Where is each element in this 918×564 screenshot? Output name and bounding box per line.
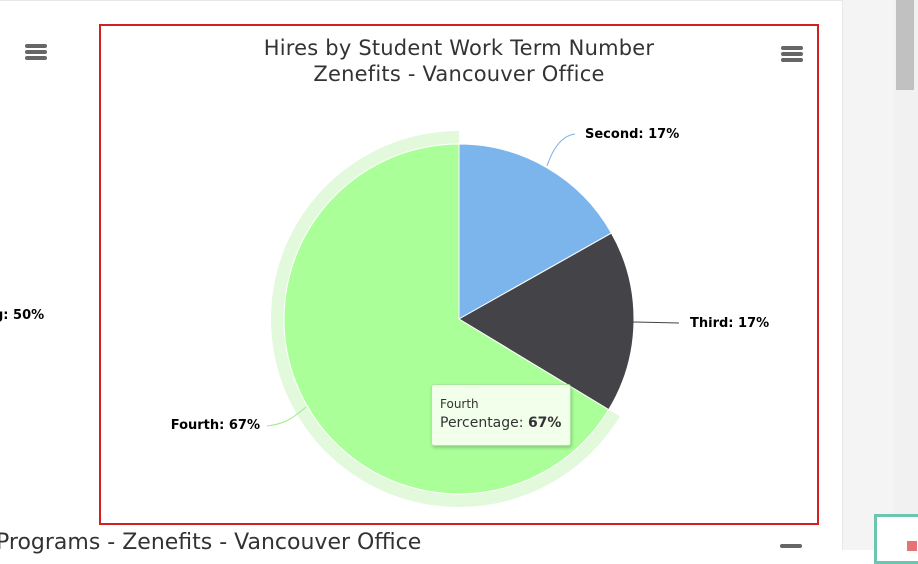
scrollbar-thumb[interactable]	[896, 0, 914, 90]
tooltip-body: Percentage: 67%	[440, 415, 561, 431]
chart-subtitle: Zenefits - Vancouver Office	[313, 62, 605, 86]
pie-chart: Second: 17% Third: 17% Fourth: 67%	[171, 127, 769, 507]
tooltip-label: Percentage:	[440, 415, 528, 431]
data-label-connector-fourth	[266, 406, 307, 427]
next-chart-title: Programs - Zenefits - Vancouver Office	[0, 530, 422, 555]
next-chart-menu-icon[interactable]	[780, 543, 802, 550]
tooltip-header: Fourth	[440, 397, 479, 411]
data-label-third: Third: 17%	[690, 316, 769, 331]
data-label-fourth: Fourth: 67%	[171, 418, 260, 433]
tooltip-value: 67%	[527, 415, 562, 431]
data-label-connector-third	[632, 321, 680, 324]
top-divider	[0, 0, 842, 1]
chart-container: Hires by Student Work Term Number Zenefi…	[99, 24, 819, 525]
pie-slice-second[interactable]	[458, 143, 612, 320]
page-scrollbar[interactable]	[894, 0, 918, 550]
right-side-panel	[842, 0, 895, 550]
left-chart-data-label: g: 50%	[0, 308, 45, 323]
data-label-connector-second	[546, 133, 576, 167]
chart-title: Hires by Student Work Term Number	[263, 36, 655, 60]
chat-widget-button[interactable]	[874, 514, 918, 564]
data-label-second: Second: 17%	[585, 127, 679, 142]
chart-tooltip: Fourth Percentage: 67%	[431, 384, 571, 446]
left-chart-menu-icon[interactable]	[25, 44, 47, 60]
chart-context-menu-icon[interactable]	[781, 46, 803, 62]
chat-widget-icon	[907, 541, 917, 551]
